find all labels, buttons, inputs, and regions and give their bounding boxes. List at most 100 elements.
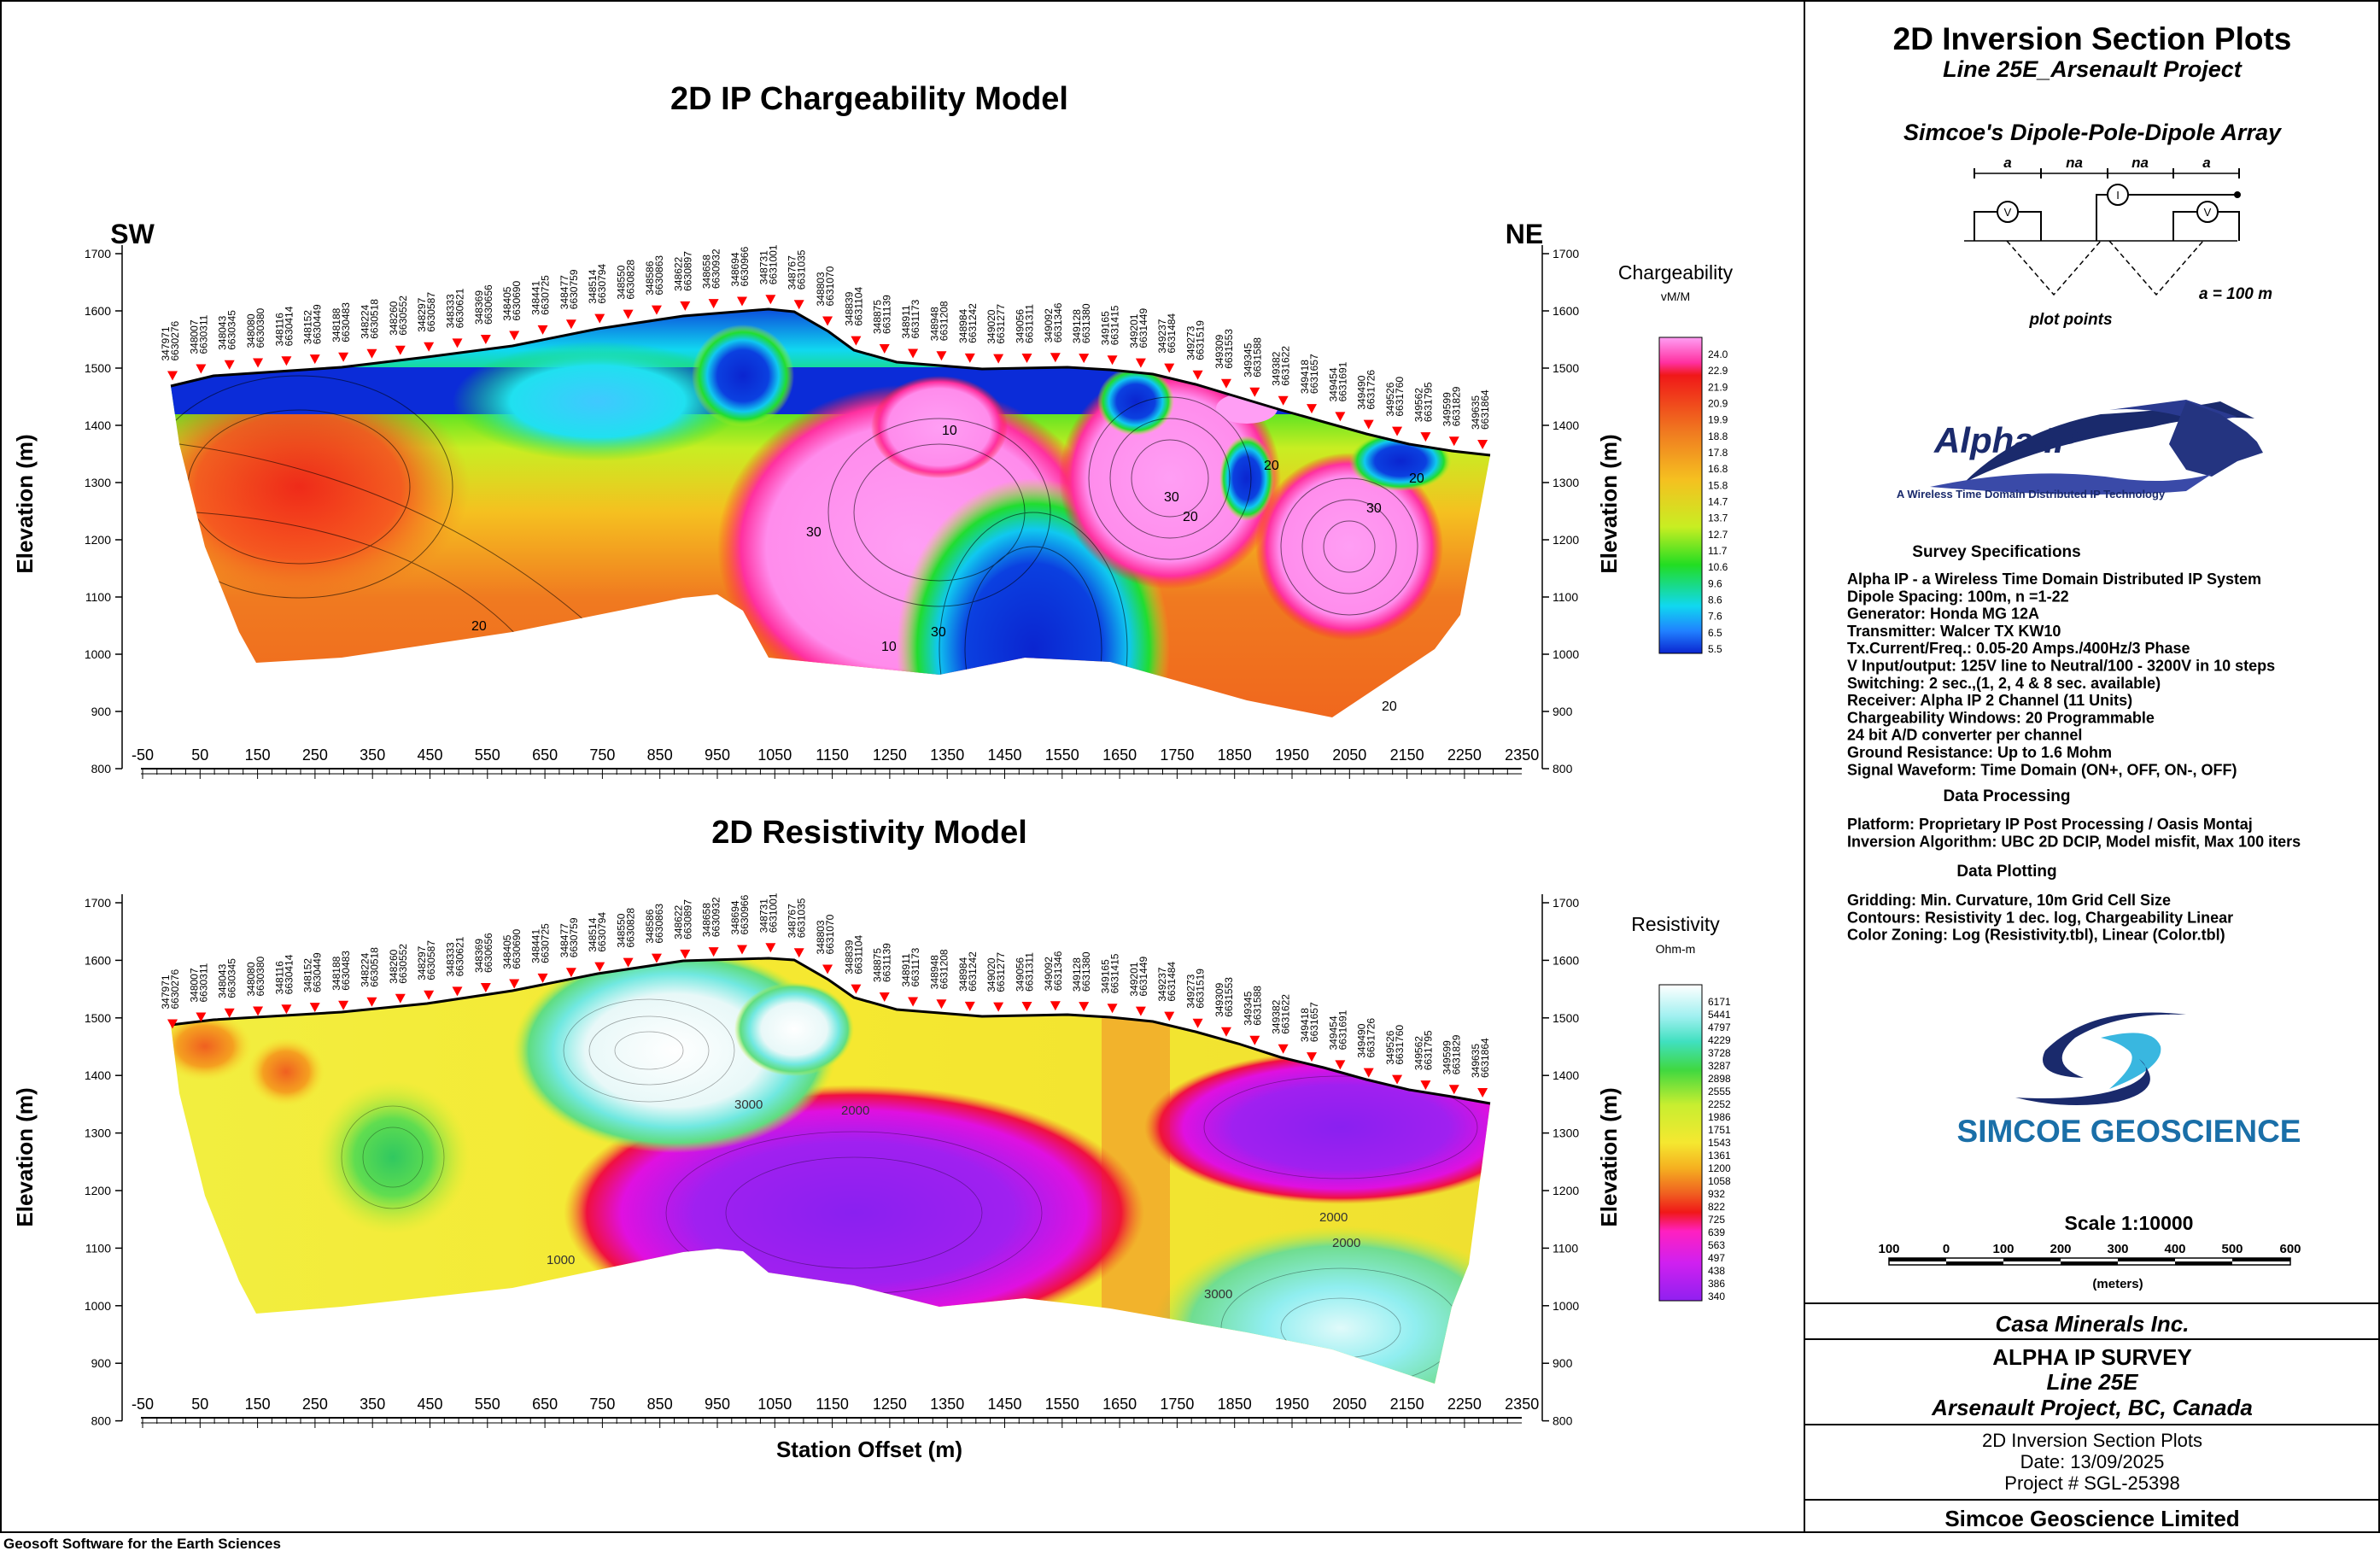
station-marker (452, 986, 463, 997)
station-marker (1220, 378, 1231, 389)
x-tick-label: 2350 (1505, 1396, 1539, 1413)
station-marker (708, 299, 719, 309)
station-marker (309, 1003, 320, 1013)
scale-unit: (meters) (2092, 1277, 2143, 1291)
station-northing: 6631829 (1451, 1034, 1463, 1074)
station-northing: 6630863 (653, 255, 665, 296)
station-northing: 6630311 (197, 314, 209, 354)
legend-value: 1543 (1708, 1137, 1731, 1149)
data-processing-lines: Platform: Proprietary IP Post Processing… (1847, 816, 2301, 850)
station-easting: 347971 (160, 326, 172, 360)
legend-value: 932 (1708, 1188, 1725, 1200)
station-northing: 6631484 (1166, 962, 1178, 1002)
station-easting: 348152 (302, 958, 314, 992)
legend-value: 5.5 (1708, 643, 1722, 655)
x-tick-label: 1750 (1160, 1396, 1194, 1413)
station-easting: 349418 (1299, 360, 1311, 394)
contour-label: 20 (1409, 471, 1424, 486)
station-easting: 349273 (1185, 325, 1197, 360)
station-marker (737, 945, 747, 955)
x-tick-label: 1550 (1045, 1396, 1079, 1413)
x-tick-label: 2050 (1332, 746, 1366, 764)
station-easting: 349562 (1412, 388, 1424, 422)
legend-value: 639 (1708, 1226, 1725, 1238)
station-marker (851, 984, 862, 994)
station-northing: 6631208 (938, 949, 950, 989)
station-easting: 349092 (1043, 957, 1055, 991)
spec-line: Switching: 2 sec.,(1, 2, 4 & 8 sec. avai… (1847, 675, 2161, 692)
station-northing: 6631311 (1024, 304, 1036, 343)
station-northing: 6630449 (312, 304, 324, 344)
y-tick-label: 1300 (1553, 1127, 1579, 1140)
station-northing: 6631691 (1336, 361, 1348, 401)
station-easting: 349454 (1327, 1015, 1339, 1050)
y-tick-label: 1100 (85, 1241, 111, 1255)
station-easting: 348803 (815, 920, 827, 954)
station-easting: 349635 (1470, 1044, 1482, 1078)
x-tick-label: 950 (705, 1396, 730, 1413)
station-easting: 348875 (872, 300, 884, 334)
chargeability-left-axis: 1700 1600 1500 1400 1300 1200 1100 1000 900 800 (85, 245, 123, 776)
station-marker (680, 301, 691, 311)
station-easting: 348043 (217, 963, 229, 998)
station-northing: 6630897 (681, 251, 693, 291)
station-marker (993, 1002, 1004, 1012)
station-marker (1050, 353, 1061, 363)
contour-label: 30 (1164, 490, 1179, 505)
station-northing: 6631070 (824, 266, 836, 306)
station-marker (338, 1000, 349, 1010)
array-label: a (2003, 155, 2011, 171)
station-marker (851, 336, 862, 346)
station-easting: 347971 (160, 974, 172, 1009)
y-tick-label: 1500 (85, 1011, 111, 1025)
station-marker (509, 979, 520, 989)
legend-value: 16.8 (1708, 463, 1728, 475)
station-marker (1079, 354, 1090, 364)
station-easting: 348260 (388, 301, 400, 335)
station-marker (1392, 426, 1403, 436)
station-northing: 6631242 (967, 951, 979, 992)
station-marker (338, 352, 349, 362)
station-northing: 6630483 (340, 302, 352, 342)
station-easting: 348514 (587, 269, 599, 303)
station-northing: 6631139 (881, 943, 893, 982)
station-easting: 348658 (701, 255, 713, 289)
station-easting: 348984 (957, 957, 969, 991)
station-marker (309, 354, 320, 365)
station-easting: 348622 (672, 256, 684, 290)
station-easting: 348152 (302, 310, 314, 344)
x-tick-label: 2250 (1447, 746, 1482, 764)
x-tick-label: 150 (245, 1396, 271, 1413)
station-easting: 348260 (388, 949, 400, 983)
station-northing: 6631553 (1223, 977, 1235, 1017)
x-tick-label: -50 (132, 746, 154, 764)
y-tick-label: 800 (91, 762, 112, 776)
station-easting: 348441 (530, 281, 542, 315)
station-northing: 6630621 (454, 936, 466, 976)
station-northing: 6631519 (1195, 320, 1207, 360)
legend-value: 497 (1708, 1252, 1725, 1264)
legend-value: 1200 (1708, 1162, 1731, 1174)
station-easting: 349237 (1156, 967, 1168, 1001)
x-tick-label: 350 (360, 1396, 385, 1413)
station-easting: 348694 (729, 252, 741, 286)
station-northing: 6630414 (283, 954, 295, 994)
y-tick-label: 1000 (85, 1299, 111, 1313)
station-easting: 348911 (900, 305, 912, 338)
x-tick-label: 2150 (1390, 746, 1424, 764)
contour-label: 30 (806, 525, 822, 540)
x-axis-label: Station Offset (m) (776, 1437, 962, 1462)
station-easting: 348586 (644, 260, 656, 295)
contour-label: 2000 (841, 1103, 869, 1118)
specifications: Survey Specifications Alpha IP - a Wirel… (1847, 543, 2301, 944)
legend-value: 1751 (1708, 1124, 1731, 1136)
station-marker (196, 364, 207, 374)
legend-value: 2898 (1708, 1073, 1731, 1085)
station-marker (281, 356, 292, 366)
resistivity-right-axis: 1700 1600 1500 1400 1300 1200 1100 1000 900 800 (1541, 894, 1579, 1428)
y-tick-label: 1000 (1553, 1299, 1579, 1313)
station-easting: 349128 (1071, 957, 1083, 992)
chargeability-topography (170, 307, 1491, 457)
x-tick-label: 1250 (873, 1396, 907, 1413)
